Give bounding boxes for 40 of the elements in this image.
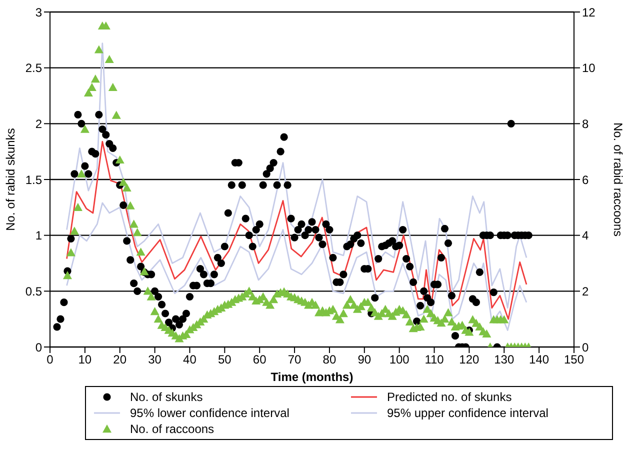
y-tick-label: 0.5	[25, 284, 42, 298]
y2-tick-label: 10	[582, 61, 596, 76]
x-tick-label: 30	[148, 352, 162, 367]
y-tick-label: 2.5	[25, 61, 42, 76]
x-tick-label: 60	[252, 352, 267, 367]
x-axis-title: Time (months)	[270, 370, 354, 384]
x-tick-label: 50	[218, 352, 232, 367]
x-tick-label: 150	[564, 352, 584, 367]
line-series	[66, 42, 528, 309]
y2-tick-label: 6	[582, 172, 589, 187]
y2-tick-label: 8	[582, 116, 589, 131]
legend-label: Predicted no. of skunks	[387, 390, 512, 404]
x-tick-label: 110	[424, 352, 444, 367]
y-tick-label: 1.5	[25, 172, 42, 187]
x-tick-label: 80	[322, 352, 336, 367]
legend-label: No. of raccoons	[130, 422, 214, 436]
x-tick-label: 20	[113, 352, 127, 367]
x-tick-label: 130	[494, 352, 514, 367]
x-tick-label: 40	[183, 352, 197, 367]
y-axis-title: No. of rabid skunks	[3, 128, 18, 231]
y-tick-label: 3	[35, 5, 42, 20]
y2-tick-label: 4	[582, 228, 589, 243]
x-tick-label: 140	[529, 352, 550, 367]
x-tick-label: 10	[78, 352, 92, 367]
legend-label: No. of skunks	[130, 390, 203, 404]
x-tick-label: 90	[358, 352, 372, 367]
y2-tick-label: 12	[582, 5, 596, 20]
x-tick-label: 100	[389, 352, 410, 367]
x-tick-label: 120	[459, 352, 480, 367]
legend-label: 95% upper confidence interval	[387, 406, 548, 420]
y2-axis-title: No. of rabid raccoons	[610, 122, 625, 237]
y-tick-label: 0	[35, 340, 42, 354]
y-tick-label: 1	[35, 228, 42, 243]
x-tick-label: 0	[46, 352, 54, 367]
line-series	[66, 202, 528, 331]
y2-tick-label: 2	[582, 284, 589, 298]
y2-tick-label: 0	[582, 340, 589, 354]
y-tick-label: 2	[35, 116, 42, 131]
x-tick-label: 70	[288, 352, 302, 367]
legend-label: 95% lower confidence interval	[130, 406, 290, 420]
